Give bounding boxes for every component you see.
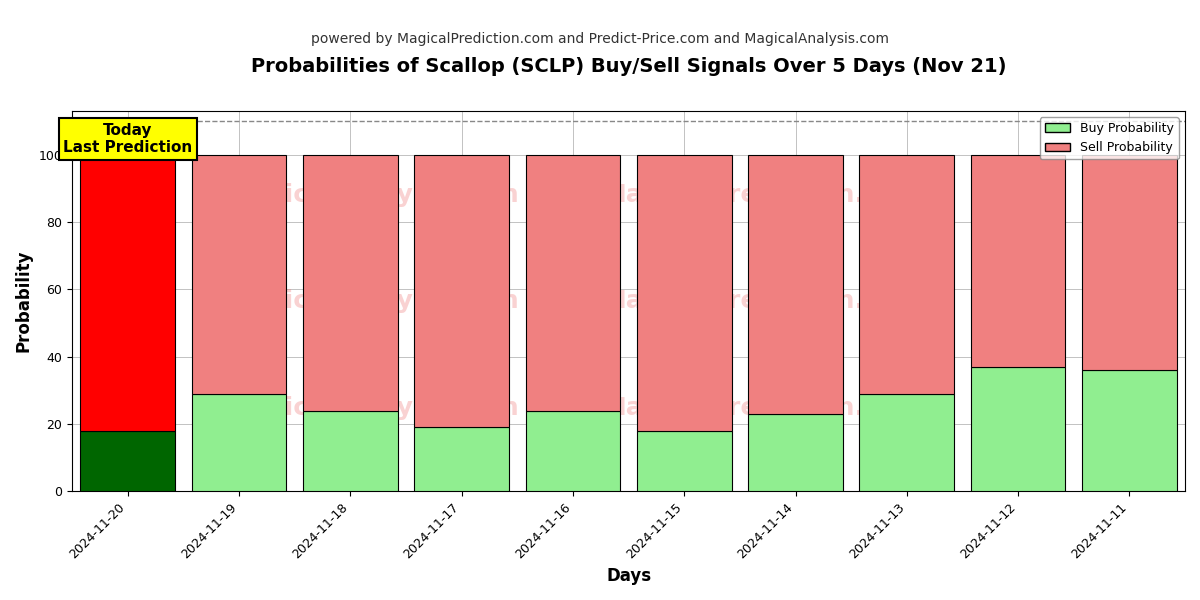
Bar [859, 394, 954, 491]
X-axis label: Days: Days [606, 567, 652, 585]
Bar [1082, 155, 1177, 370]
Bar [637, 431, 732, 491]
Y-axis label: Probability: Probability [16, 250, 34, 352]
Text: MagicalAnalysis.com: MagicalAnalysis.com [226, 289, 520, 313]
Text: Today
Last Prediction: Today Last Prediction [64, 122, 192, 155]
Bar [859, 155, 954, 394]
Bar [414, 427, 509, 491]
Bar [80, 155, 175, 431]
Bar [192, 394, 287, 491]
Text: MagicalPrediction.com: MagicalPrediction.com [601, 396, 923, 420]
Bar [749, 414, 842, 491]
Title: Probabilities of Scallop (SCLP) Buy/Sell Signals Over 5 Days (Nov 21): Probabilities of Scallop (SCLP) Buy/Sell… [251, 57, 1007, 76]
Text: MagicalAnalysis.com: MagicalAnalysis.com [226, 182, 520, 206]
Bar [971, 367, 1066, 491]
Bar [749, 155, 842, 414]
Bar [526, 155, 620, 410]
Text: MagicalPrediction.com: MagicalPrediction.com [601, 182, 923, 206]
Bar [1082, 370, 1177, 491]
Bar [80, 431, 175, 491]
Bar [304, 410, 397, 491]
Text: MagicalPrediction.com: MagicalPrediction.com [601, 289, 923, 313]
Legend: Buy Probability, Sell Probability: Buy Probability, Sell Probability [1040, 117, 1178, 160]
Bar [637, 155, 732, 431]
Bar [192, 155, 287, 394]
Text: powered by MagicalPrediction.com and Predict-Price.com and MagicalAnalysis.com: powered by MagicalPrediction.com and Pre… [311, 32, 889, 46]
Bar [414, 155, 509, 427]
Bar [304, 155, 397, 410]
Bar [526, 410, 620, 491]
Bar [971, 155, 1066, 367]
Text: MagicalAnalysis.com: MagicalAnalysis.com [226, 396, 520, 420]
